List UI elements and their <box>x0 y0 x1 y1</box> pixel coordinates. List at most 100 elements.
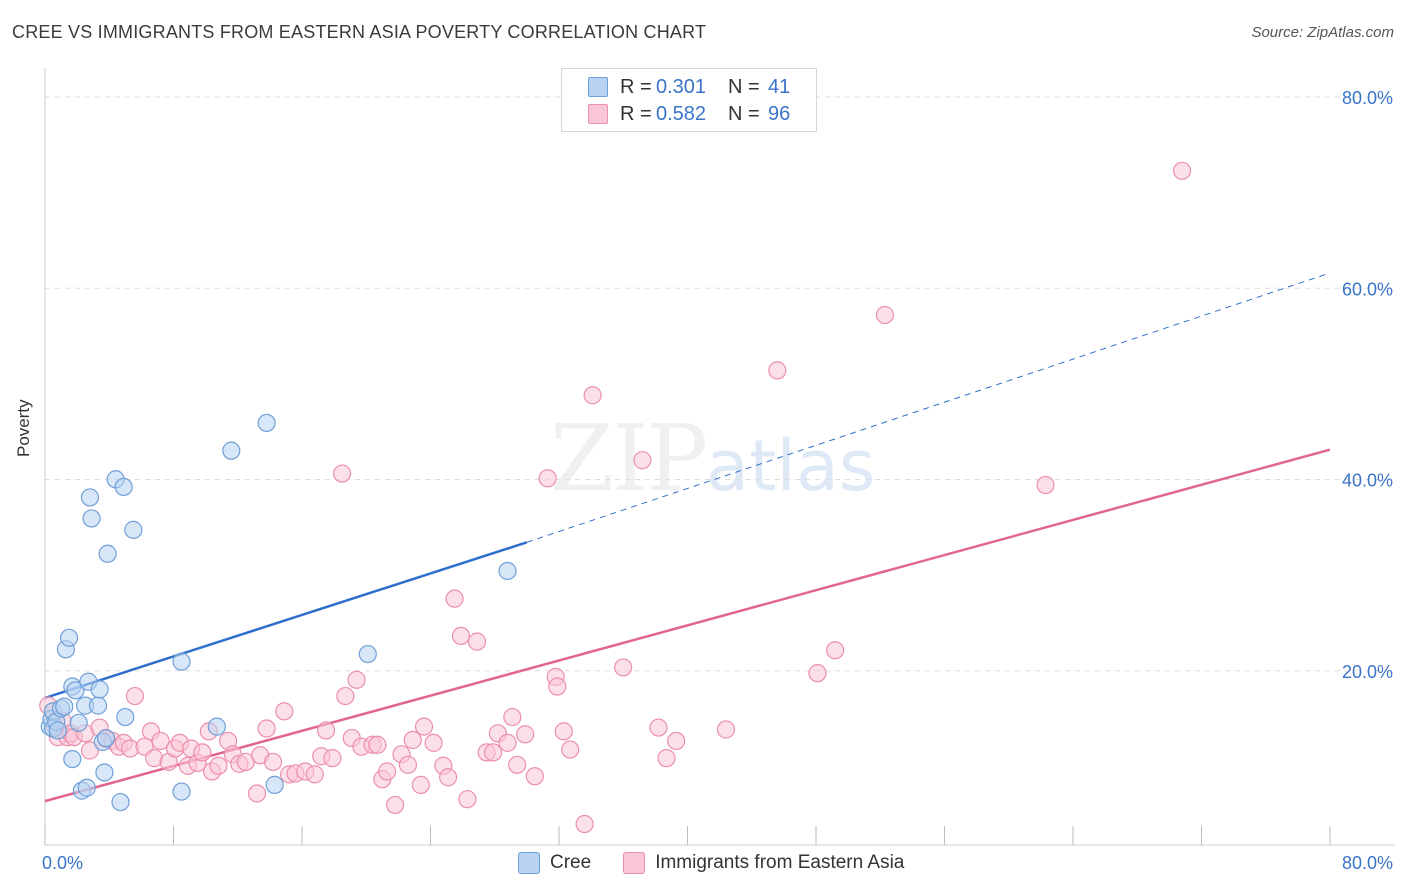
asia-point <box>439 768 458 787</box>
asia-point <box>808 664 827 683</box>
y-tick-label: 40.0% <box>1342 471 1393 491</box>
cree-point <box>95 763 114 782</box>
y-tick-label: 20.0% <box>1342 662 1393 682</box>
chart-title: CREE VS IMMIGRANTS FROM EASTERN ASIA POV… <box>12 22 707 42</box>
cree-point <box>207 717 226 736</box>
legend-item-asia[interactable]: Immigrants from Eastern Asia <box>623 852 904 874</box>
asia-point <box>649 718 668 737</box>
asia-point <box>445 589 464 608</box>
cree-point <box>55 697 74 716</box>
grid <box>45 96 1395 672</box>
trend-lines <box>44 272 1331 803</box>
asia-trend-line <box>44 448 1331 803</box>
watermark: ZIPatlas <box>550 405 875 512</box>
asia-swatch <box>588 104 608 124</box>
cree-point <box>172 652 191 671</box>
cree-point <box>80 488 100 507</box>
cree-point <box>114 477 133 497</box>
cree-point <box>82 509 101 528</box>
y-axis-label: Poverty <box>14 399 33 457</box>
source-label: Source: ZipAtlas.com <box>1251 24 1394 41</box>
cree-point <box>88 696 108 715</box>
y-tick-label: 60.0% <box>1342 279 1393 299</box>
cree-point <box>172 782 191 801</box>
cree-n-value: 41 <box>768 75 791 98</box>
cree-point <box>257 413 276 433</box>
asia-legend-swatch <box>623 852 646 874</box>
asia-point <box>667 731 686 751</box>
cree-point <box>90 680 109 699</box>
asia-point <box>875 305 895 325</box>
asia-point <box>554 722 573 741</box>
cree-trend-line <box>44 541 528 700</box>
cree-r-value: 0.301 <box>656 75 707 98</box>
asia-legend-label: Immigrants from Eastern Asia <box>655 852 905 873</box>
cree-legend-label: Cree <box>550 852 592 873</box>
asia-point <box>263 752 283 772</box>
legend-row-cree: R = 0.301 N = 41 <box>588 75 790 99</box>
asia-point <box>323 749 342 768</box>
asia-point <box>458 790 477 809</box>
cree-point <box>98 544 117 563</box>
watermark-atlas: atlas <box>706 425 876 507</box>
asia-point <box>498 733 517 752</box>
asia-point <box>525 767 544 786</box>
cree-point <box>48 721 67 740</box>
cree-swatch <box>588 77 608 97</box>
asia-point <box>483 743 503 762</box>
asia-point <box>151 731 170 751</box>
correlation-legend: R = 0.301 N = 41 R = 0.582 N = 96 <box>561 68 817 132</box>
asia-point <box>583 386 602 405</box>
asia-point <box>209 756 228 775</box>
asia-point <box>403 730 422 750</box>
asia-point <box>508 755 527 774</box>
watermark-zip: ZIP <box>550 405 708 512</box>
asia-point <box>516 725 535 744</box>
asia-point <box>451 626 471 646</box>
legend-row-asia: R = 0.582 N = 96 <box>588 102 790 126</box>
asia-point <box>386 795 405 815</box>
asia-point <box>424 733 443 752</box>
cree-trend-extension <box>526 272 1330 543</box>
cree-point <box>222 441 241 460</box>
r-label: R = <box>620 75 652 98</box>
cree-point <box>69 713 88 732</box>
asia-point <box>1172 161 1192 180</box>
cree-point <box>124 520 143 539</box>
n-label: N = <box>728 102 760 125</box>
x-tick-label: 0.0% <box>42 853 83 873</box>
asia-point <box>125 686 145 706</box>
asia-point <box>305 765 324 784</box>
asia-point <box>716 720 736 739</box>
cree-point <box>111 792 130 812</box>
series-legend: Cree Immigrants from Eastern Asia <box>518 852 936 874</box>
cree-point <box>66 681 85 700</box>
asia-point <box>633 451 652 470</box>
asia-point <box>657 749 676 768</box>
asia-point <box>336 686 355 706</box>
legend-item-cree[interactable]: Cree <box>518 852 591 874</box>
asia-point <box>368 735 387 754</box>
asia-point <box>414 717 434 736</box>
cree-legend-swatch <box>518 852 540 874</box>
asia-point <box>614 658 633 677</box>
asia-point <box>411 775 430 794</box>
cree-point <box>265 775 284 794</box>
asia-point <box>247 784 267 803</box>
asia-point <box>80 741 100 760</box>
asia-n-value: 96 <box>768 102 791 125</box>
asia-point <box>538 469 557 488</box>
cree-point <box>77 778 96 797</box>
cree-point <box>116 707 135 727</box>
asia-point <box>1036 475 1055 495</box>
asia-point <box>347 670 366 689</box>
y-tick-label: 80.0% <box>1342 88 1393 108</box>
data-points <box>39 161 1192 834</box>
asia-point <box>316 721 336 740</box>
asia-point <box>275 702 294 721</box>
cree-point <box>498 561 517 581</box>
cree-point <box>96 728 116 748</box>
n-label: N = <box>728 75 760 98</box>
asia-point <box>503 707 522 727</box>
